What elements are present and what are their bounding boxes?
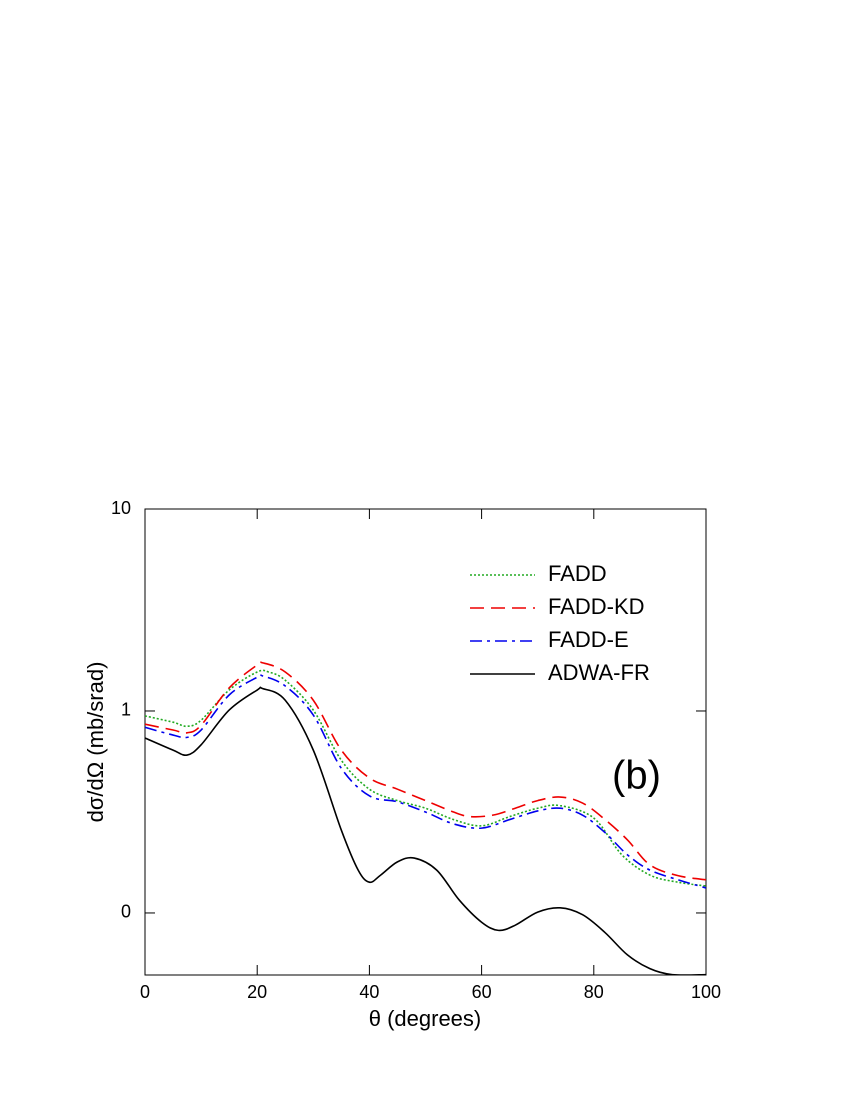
plot-frame [144,508,707,976]
legend-label: FADD-KD [548,594,645,619]
y-tick-label: 0 [121,902,131,922]
x-tick-label: 20 [247,982,267,1002]
curves [145,661,706,975]
legend-label: FADD [548,561,607,586]
series-line [145,674,706,889]
legend-label: FADD-E [548,627,629,652]
series-line [145,661,706,881]
series-line [145,686,706,975]
x-tick-label: 100 [691,982,721,1002]
x-tick-label: 0 [140,982,150,1002]
x-axis-label: θ (degrees) [369,1006,482,1031]
x-tick-label: 40 [359,982,379,1002]
y-tick-label: 10 [111,498,131,518]
x-tick-label: 60 [472,982,492,1002]
panel-annotation: (b) [612,754,661,798]
y-tick-label: 1 [121,700,131,720]
y-axis-label: dσ/dΩ (mb/srad) [83,662,108,823]
legend-label: ADWA-FR [548,660,650,685]
x-tick-label: 80 [584,982,604,1002]
